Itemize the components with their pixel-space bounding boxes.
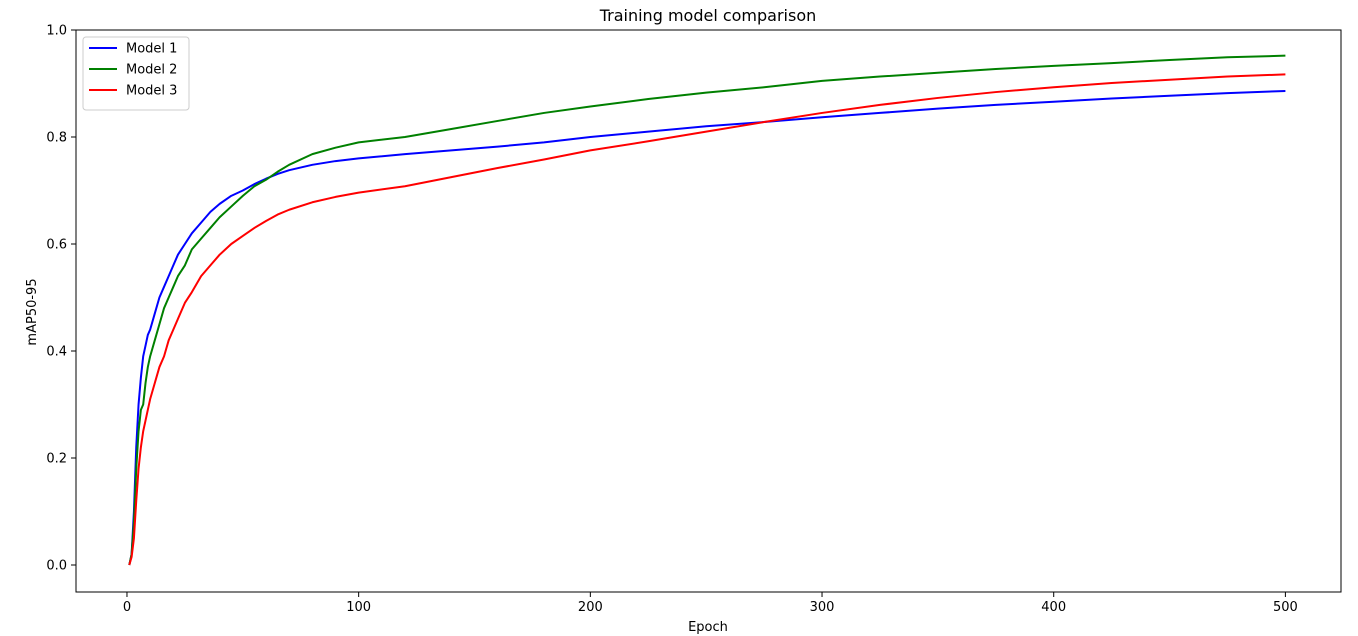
- x-tick-label: 100: [346, 600, 371, 615]
- legend-box: [82, 36, 190, 111]
- legend-label: Model 2: [126, 63, 177, 78]
- x-axis: 0 100 200 300 400 500: [123, 592, 1298, 615]
- y-tick-label: 0.4: [46, 345, 67, 360]
- y-axis-label: mAP50-95: [25, 278, 40, 345]
- plot-area: [75, 29, 1342, 593]
- y-tick-label: 0.2: [46, 452, 67, 467]
- x-tick-label: 500: [1273, 600, 1298, 615]
- legend: Model 1 Model 2 Model 3: [82, 36, 190, 111]
- x-tick-label: 0: [123, 600, 131, 615]
- x-tick-label: 400: [1041, 600, 1066, 615]
- series-line-model-2: [128, 54, 1286, 566]
- x-axis-label: Epoch: [688, 620, 728, 635]
- legend-label: Model 1: [126, 42, 177, 57]
- y-tick-label: 0.8: [46, 131, 67, 146]
- y-tick-label: 0.6: [46, 238, 67, 253]
- y-tick-label: 1.0: [46, 24, 67, 39]
- y-axis: 0.0 0.2 0.4 0.6 0.8 1.0: [46, 24, 76, 574]
- legend-label: Model 3: [126, 84, 177, 99]
- x-tick-label: 200: [578, 600, 603, 615]
- series-line-model-1: [128, 89, 1286, 566]
- plot-frame: [75, 29, 1342, 593]
- chart-title: Training model comparison: [599, 6, 817, 25]
- x-tick-label: 300: [810, 600, 835, 615]
- series-line-model-3: [128, 73, 1286, 566]
- y-tick-label: 0.0: [46, 559, 67, 574]
